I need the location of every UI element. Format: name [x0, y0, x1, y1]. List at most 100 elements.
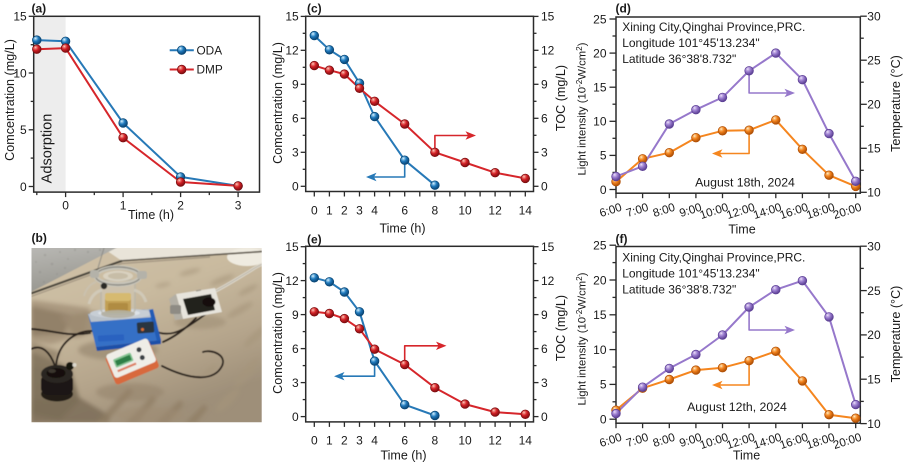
- svg-text:Latitude 36°38'8.732": Latitude 36°38'8.732": [622, 52, 736, 66]
- svg-text:12: 12: [541, 274, 555, 288]
- svg-text:10: 10: [867, 186, 881, 200]
- svg-text:15: 15: [285, 240, 299, 254]
- svg-text:0: 0: [292, 410, 299, 424]
- svg-text:Comcentration (mg/L): Comcentration (mg/L): [271, 272, 285, 394]
- svg-text:15: 15: [541, 240, 555, 254]
- svg-text:Time (h): Time (h): [128, 208, 174, 222]
- svg-text:4: 4: [371, 433, 378, 447]
- svg-text:0: 0: [541, 410, 548, 424]
- svg-text:12: 12: [488, 433, 502, 447]
- svg-text:20: 20: [867, 328, 881, 342]
- svg-text:14: 14: [519, 203, 533, 217]
- svg-text:0: 0: [311, 433, 318, 447]
- svg-text:(d): (d): [616, 2, 631, 16]
- svg-text:20:00: 20:00: [832, 431, 864, 452]
- svg-text:20: 20: [593, 273, 607, 287]
- svg-text:9: 9: [541, 78, 548, 92]
- svg-text:6: 6: [292, 112, 299, 126]
- svg-text:15: 15: [867, 142, 881, 156]
- svg-text:6:00: 6:00: [598, 431, 623, 450]
- svg-text:10: 10: [593, 115, 607, 129]
- svg-text:12: 12: [541, 44, 555, 58]
- svg-text:15: 15: [541, 10, 555, 24]
- svg-text:0: 0: [600, 183, 607, 197]
- svg-text:TOC (mg/L): TOC (mg/L): [554, 295, 568, 361]
- svg-text:1: 1: [326, 203, 333, 217]
- svg-text:August 12th, 2024: August 12th, 2024: [687, 400, 787, 414]
- svg-text:Temperature (°C): Temperature (°C): [889, 55, 903, 152]
- svg-text:5: 5: [600, 149, 607, 163]
- svg-text:25: 25: [867, 284, 881, 298]
- svg-text:Time (h): Time (h): [379, 222, 425, 236]
- svg-text:3: 3: [356, 433, 363, 447]
- svg-text:15: 15: [13, 10, 27, 24]
- svg-text:Temperature (°C): Temperature (°C): [889, 286, 903, 383]
- svg-text:15: 15: [593, 308, 607, 322]
- svg-text:Comcentration (mg/L): Comcentration (mg/L): [3, 39, 17, 161]
- svg-text:2: 2: [177, 198, 184, 212]
- svg-text:15: 15: [593, 81, 607, 95]
- svg-text:8: 8: [432, 433, 439, 447]
- svg-text:9: 9: [541, 308, 548, 322]
- svg-text:25: 25: [593, 239, 607, 253]
- svg-text:20: 20: [593, 46, 607, 60]
- svg-text:(a): (a): [32, 2, 47, 16]
- svg-text:Time (h): Time (h): [380, 449, 426, 463]
- svg-text:3: 3: [235, 198, 242, 212]
- svg-text:8:00: 8:00: [651, 201, 676, 220]
- svg-text:9: 9: [292, 78, 299, 92]
- svg-text:10: 10: [867, 417, 881, 431]
- svg-text:0: 0: [600, 413, 607, 427]
- svg-text:1: 1: [120, 198, 127, 212]
- svg-text:Xining City,Qinghai Province,P: Xining City,Qinghai Province,PRC.: [622, 250, 805, 264]
- svg-text:6:00: 6:00: [598, 201, 623, 220]
- svg-text:10: 10: [593, 343, 607, 357]
- svg-text:3: 3: [292, 146, 299, 160]
- svg-text:8: 8: [432, 203, 439, 217]
- svg-text:6: 6: [401, 433, 408, 447]
- svg-text:(c): (c): [307, 2, 322, 16]
- svg-text:Time: Time: [728, 223, 755, 237]
- svg-text:DMP: DMP: [197, 63, 223, 77]
- svg-text:Time: Time: [733, 449, 760, 463]
- svg-text:15: 15: [867, 373, 881, 387]
- svg-text:25: 25: [867, 54, 881, 68]
- svg-text:12: 12: [488, 203, 502, 217]
- svg-text:30: 30: [867, 10, 881, 24]
- svg-text:(b): (b): [32, 231, 47, 245]
- svg-text:12: 12: [285, 274, 299, 288]
- svg-text:10: 10: [458, 433, 472, 447]
- svg-text:3: 3: [356, 203, 363, 217]
- svg-text:2: 2: [341, 433, 348, 447]
- svg-text:10: 10: [458, 203, 472, 217]
- svg-text:(e): (e): [307, 233, 322, 247]
- svg-text:6: 6: [541, 112, 548, 126]
- svg-text:25: 25: [593, 12, 607, 26]
- svg-text:5: 5: [20, 123, 27, 137]
- svg-text:Light intensity (10-2W/cm2): Light intensity (10-2W/cm2): [575, 272, 589, 405]
- svg-text:Latitude 36°38'8.732": Latitude 36°38'8.732": [622, 282, 736, 296]
- svg-text:0: 0: [541, 180, 548, 194]
- svg-text:8:00: 8:00: [651, 431, 676, 450]
- svg-text:14: 14: [519, 433, 533, 447]
- svg-text:2: 2: [341, 203, 348, 217]
- svg-text:Xining City,Qinghai Province,P: Xining City,Qinghai Province,PRC.: [622, 20, 805, 34]
- svg-text:0: 0: [292, 180, 299, 194]
- svg-text:1: 1: [326, 433, 333, 447]
- svg-text:Comcentration (mg/L): Comcentration (mg/L): [271, 42, 285, 164]
- svg-text:30: 30: [867, 240, 881, 254]
- svg-text:3: 3: [541, 146, 548, 160]
- svg-text:Adsorption: Adsorption: [40, 114, 56, 184]
- svg-text:7:00: 7:00: [625, 431, 650, 450]
- svg-text:9: 9: [292, 308, 299, 322]
- svg-text:5: 5: [600, 378, 607, 392]
- svg-text:Longitude 101°45'13.234": Longitude 101°45'13.234": [622, 266, 759, 280]
- svg-text:0: 0: [20, 180, 27, 194]
- svg-text:3: 3: [541, 376, 548, 390]
- svg-text:3: 3: [292, 376, 299, 390]
- svg-text:4: 4: [371, 203, 378, 217]
- svg-text:15: 15: [285, 10, 299, 24]
- svg-text:7:00: 7:00: [625, 201, 650, 220]
- svg-text:12: 12: [285, 44, 299, 58]
- svg-text:0: 0: [62, 198, 69, 212]
